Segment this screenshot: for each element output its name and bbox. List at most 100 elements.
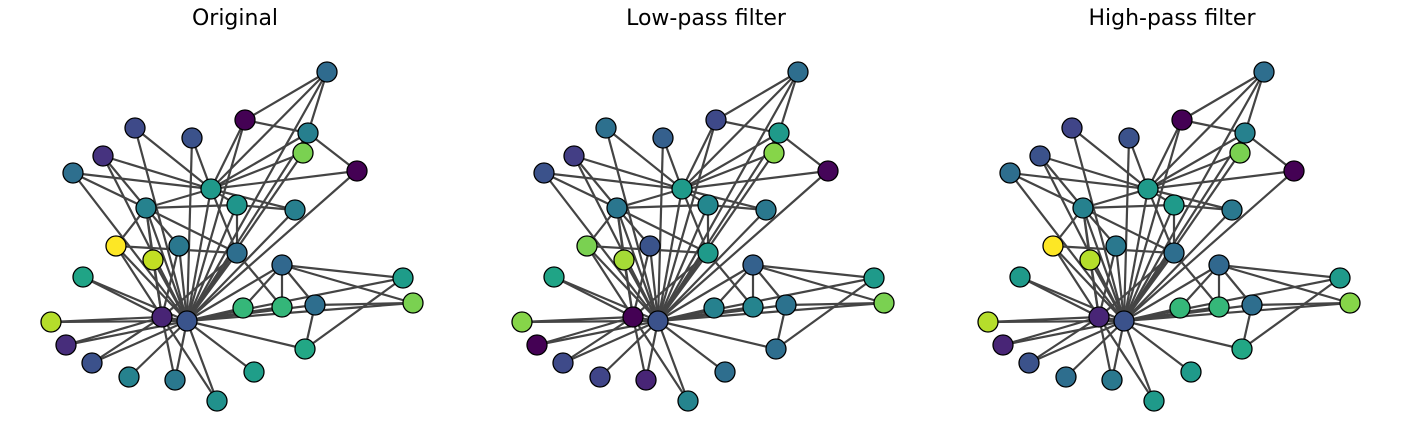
graph-node [622,306,644,328]
graph-node [1163,242,1185,264]
edge [1123,276,1341,323]
graph-node [402,292,424,314]
graph-node [763,142,785,164]
edge [707,252,754,308]
graph-node [697,194,719,216]
edge [657,71,799,322]
edge [1147,187,1233,212]
edge [1123,319,1243,351]
graph-node [234,109,256,131]
edge [631,245,652,318]
panel-low-pass: Low-pass filter [471,0,941,447]
edge [775,277,875,350]
edge [1122,188,1150,322]
edge [128,320,188,378]
graph-node [606,197,628,219]
edge [186,301,414,323]
graph-node [873,292,895,314]
graph-node [40,311,62,333]
edge [1147,119,1183,190]
edge [91,316,163,364]
graph-node [705,109,727,131]
edge [681,71,799,190]
graph-node [124,117,146,139]
edge [573,154,683,191]
graph-node [135,197,157,219]
graph-node [595,117,617,139]
graph-low-pass [511,61,895,412]
graph-node [226,194,248,216]
graph-node [511,311,533,333]
graph-node [1339,292,1361,314]
edge [987,315,1100,324]
graph-node [576,235,598,257]
edge [657,132,780,322]
edge [657,264,754,322]
edge [605,127,683,190]
graph-node [742,296,764,318]
edge [210,151,304,191]
graph-node [232,297,254,319]
graph-node [297,122,319,144]
graph-node [1234,122,1256,144]
edge [648,245,660,322]
graph-node [755,199,777,221]
edge [1097,245,1118,318]
edge [185,188,213,322]
graph-node [992,334,1014,356]
edge [1039,155,1125,322]
graph-node [787,61,809,83]
edge [185,204,239,322]
edge [1251,301,1351,307]
edge [50,315,163,324]
edge [656,188,684,322]
edge [185,320,219,402]
edge [657,209,767,322]
edge [177,245,189,322]
graph-node [176,310,198,332]
edge [1147,132,1246,190]
graph-node [647,310,669,332]
edge [1122,204,1176,322]
graph-node [1221,199,1243,221]
graph-node [1055,366,1077,388]
edge [244,118,309,135]
graph-node [226,242,248,264]
graph-node [1101,369,1123,391]
edge [314,301,414,307]
edges [50,71,414,402]
edge [616,187,683,210]
edge [715,71,799,121]
edge [586,245,659,322]
edge [543,172,618,209]
edge [1082,207,1175,254]
edge [656,204,710,322]
edge [102,155,147,209]
edge [752,263,885,305]
edge [1098,316,1155,402]
edge [573,155,618,209]
graph-node [652,127,674,149]
graph-node [1137,178,1159,200]
edge [1019,276,1100,318]
edge [1123,209,1233,322]
edge [632,316,689,402]
graph-node [142,249,164,271]
edge [586,245,634,318]
edge [1082,203,1175,210]
edge [210,187,296,212]
graph-node [271,254,293,276]
graph-node [292,142,314,164]
edge [657,276,875,323]
graph-node [1253,61,1275,83]
edge [1123,132,1246,322]
graph-node [1231,338,1253,360]
graph-node [1088,306,1110,328]
graph-node [1042,235,1064,257]
graph-node [1169,297,1191,319]
graph-node [55,334,77,356]
graph-node [1163,194,1185,216]
edge [1123,301,1351,323]
edge [281,263,414,305]
graph-node [765,338,787,360]
